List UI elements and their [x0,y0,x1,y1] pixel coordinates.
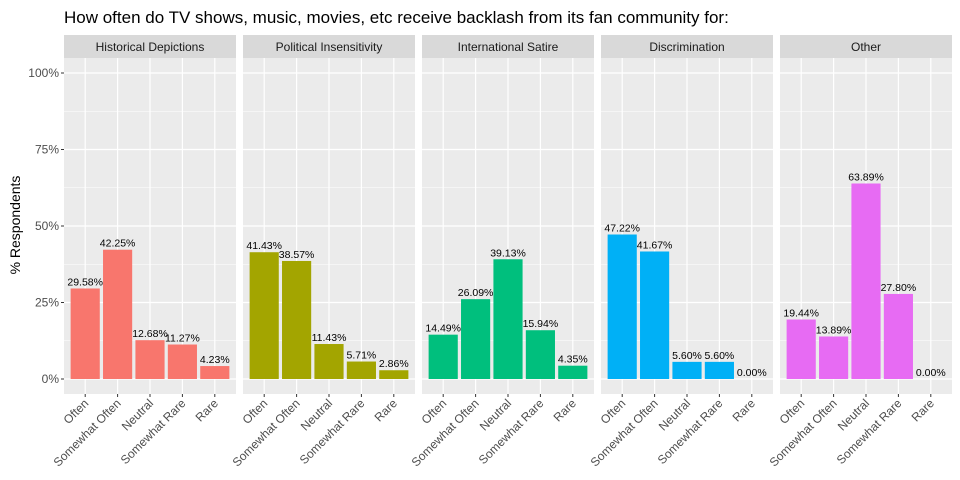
facet-strip [780,35,952,58]
chart-title: How often do TV shows, music, movies, et… [64,8,729,27]
x-tick-label: Rare [909,396,938,425]
bar [461,299,491,379]
bar [883,293,913,379]
bar [607,234,637,379]
bar [672,361,702,379]
facet-panel: Political Insensitivity 41.43%38.57% 11.43… [230,35,415,469]
bar [851,183,881,379]
bar-value-label: 5.71% [347,350,377,362]
y-tick-label: 25% [35,296,59,310]
bar-value-label: 26.09% [458,287,494,299]
bar-value-label: 29.58% [67,276,103,288]
bar-value-label: 63.89% [848,171,884,183]
bar-value-label: 4.23% [200,354,230,366]
bar [314,344,344,379]
bar [200,366,230,379]
bar [786,319,816,379]
bar-value-label: 41.67% [637,239,673,251]
facet-strip [243,35,415,58]
bar-value-label: 0.00% [916,367,946,379]
facet-panels: Historical Depictions29.58%42.25%12.68%1… [51,35,952,469]
facet-strip [422,35,594,58]
bar-value-label: 15.94% [523,318,559,330]
bar [282,260,312,379]
bar [103,249,133,379]
y-tick-label: 0% [42,372,60,386]
bar-value-label: 14.49% [425,323,461,335]
bar-value-label: 38.57% [279,249,315,261]
bar-value-label: 41.43% [246,240,282,252]
bar [428,334,458,379]
bar [525,330,555,379]
bar [640,251,670,379]
x-tick-label: Rare [372,396,401,425]
x-tick-label: Rare [730,396,759,425]
bar-value-label: 39.13% [490,247,526,259]
bar-value-label: 11.43% [312,332,347,344]
y-tick-label: 75% [35,143,59,157]
bar-value-label: 19.44% [783,308,819,320]
facet-panel: Other19.44%13.89%63.89%27.80%0.00%OftenS… [767,35,952,469]
facet-strip [64,35,236,58]
bar [704,361,734,379]
y-tick-label: 100% [28,66,59,80]
facet-strip-label: Historical Depictions [96,40,205,54]
bar [379,370,409,379]
bar [70,288,100,379]
bar [167,344,197,379]
bar-value-label: 13.89% [816,324,852,336]
bar [346,361,376,379]
facet-strip-label: Political Insensitivity [276,40,383,54]
facet-strip [601,35,773,58]
bar-value-label: 0.00% [737,367,767,379]
bar-value-label: 4.35% [558,354,588,366]
bar-value-label: 12.68% [132,328,168,340]
x-tick-label: Rare [193,396,222,425]
facet-strip-label: Other [851,40,881,54]
bar-value-label: 5.60% [672,350,702,362]
bar [819,336,849,379]
bar-value-label: 11.27% [165,333,200,345]
bar [249,252,279,379]
bar [558,365,588,379]
bar-value-label: 5.60% [705,350,735,362]
x-tick-label: Rare [551,396,580,425]
bar-value-label: 42.25% [100,238,136,250]
bar [493,259,523,379]
bar [135,340,165,379]
bar-value-label: 2.86% [379,358,409,370]
facet-panel: Historical Depictions 29.58% 42.25% 12.68%1… [51,35,236,469]
facet-strip-label: Discrimination [649,40,724,54]
facet-panel: International Satire 14.49% 26.09% 39.13% 15… [409,35,594,469]
y-axis-ticks: 0% 25% 50% 75% 100% [28,66,64,386]
facet-strip-label: International Satire [458,40,559,54]
y-axis-label: % Respondents [7,176,23,275]
bar-value-label: 27.80% [881,282,917,294]
bar-value-label: 47.22% [604,223,640,235]
y-tick-label: 50% [35,219,59,233]
